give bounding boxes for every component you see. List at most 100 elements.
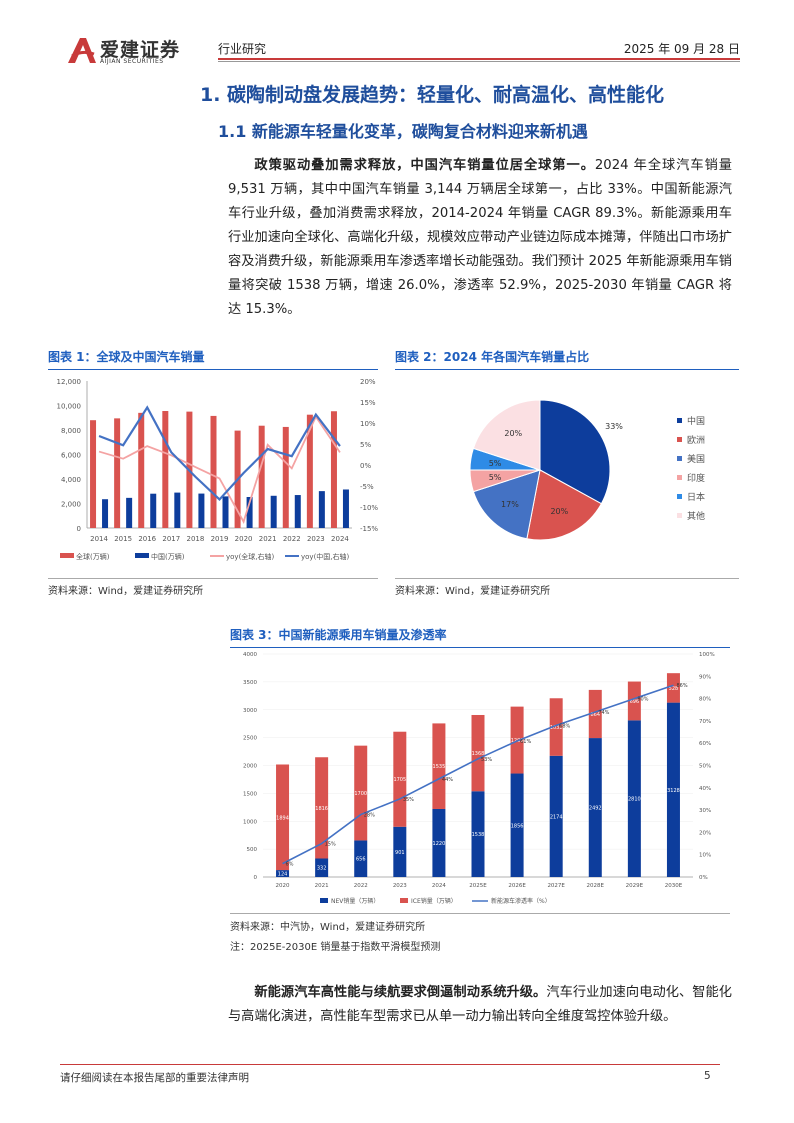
pie-slice-2 <box>472 469 541 540</box>
y2-tick-label: 60% <box>699 741 711 747</box>
bar-nev <box>393 826 407 877</box>
bar-nev <box>315 858 329 877</box>
pie-data-label: 5% <box>489 459 502 468</box>
bar-ice <box>471 714 485 792</box>
x-tick-label: 2025E <box>469 883 487 889</box>
bar-global <box>258 425 265 528</box>
brand-logo <box>66 36 98 68</box>
header-divider-thin <box>218 61 740 62</box>
bar-china <box>222 496 229 528</box>
legend-label: 印度 <box>687 472 705 484</box>
bar-china <box>246 497 253 528</box>
pie-slice-5 <box>472 399 541 471</box>
bar-global <box>306 414 313 528</box>
y-tick-label: 0 <box>77 525 81 533</box>
bar-nev-label: 1856 <box>511 823 524 829</box>
paragraph-2: 新能源汽车高性能与续航要求倒逼制动系统升级。汽车行业加速向电动化、智能化与高端化… <box>228 981 732 1029</box>
penetration-label: 35% <box>403 797 414 803</box>
bar-nev <box>549 755 563 877</box>
bar-ice <box>510 706 524 774</box>
bar-ice-label: 528 <box>669 686 679 692</box>
bar-global <box>210 415 217 528</box>
figure-2-title: 图表 2：2024 年各国汽车销量占比 <box>395 348 739 370</box>
bar-china <box>270 495 277 528</box>
bar-global <box>162 411 169 528</box>
x-tick-label: 2023 <box>307 535 325 543</box>
bar-china <box>342 489 349 528</box>
bar-china <box>294 495 301 528</box>
report-section: 行业研究 <box>218 42 267 56</box>
bar-ice-label: 1700 <box>354 791 367 797</box>
figure-3-chart: 0 500 1000 1500 2000 2500 3000 3500 4000 0% 10% 20%… <box>243 652 715 905</box>
bar-global <box>282 426 289 528</box>
legend-swatch <box>60 553 74 558</box>
brand-name-en: AIJIAN SECURITIES <box>100 58 164 65</box>
x-tick-label: 2014 <box>90 535 108 543</box>
bar-ice <box>627 681 641 721</box>
y2-tick-label: 20% <box>699 830 711 836</box>
x-tick-label: 2027E <box>547 883 565 889</box>
x-tick-label: 2024 <box>432 883 446 889</box>
x-tick-label: 2022 <box>283 535 301 543</box>
legend-label: 中国(万辆) <box>151 552 185 561</box>
figure-3-divider <box>230 913 730 914</box>
bar-nev-label: 656 <box>356 857 366 863</box>
line-penetration <box>282 684 674 865</box>
bar-ice <box>588 689 602 739</box>
x-tick-label: 2017 <box>162 535 180 543</box>
y-tick-label: 2,000 <box>61 501 81 509</box>
bar-global <box>330 411 337 528</box>
paragraph-2-lead: 新能源汽车高性能与续航要求倒逼制动系统升级。 <box>254 985 547 1000</box>
bar-china <box>150 493 157 528</box>
legend-swatch <box>135 553 149 558</box>
pie-data-label: 20% <box>504 429 522 438</box>
x-tick-label: 2024 <box>331 535 349 543</box>
paragraph-2-body: 汽车行业加速向电动化、智能化与高端化演进，高性能车型需求已从单一动力输出转向全维… <box>228 985 732 1024</box>
bar-nev <box>276 870 290 877</box>
legend-label: 其他 <box>687 510 705 522</box>
bar-china <box>102 499 109 528</box>
x-tick-label: 2015 <box>114 535 132 543</box>
pie-slice-0 <box>539 399 611 505</box>
y2-tick-label: 40% <box>699 786 711 792</box>
bar-china <box>174 492 181 528</box>
x-tick-label: 2022 <box>354 883 368 889</box>
bar-china <box>318 491 325 528</box>
penetration-label: 6% <box>286 862 294 868</box>
y2-tick-label: 100% <box>699 652 715 658</box>
line-global-yoy <box>98 414 341 524</box>
header-divider <box>218 58 740 60</box>
figure-1-title: 图表 1：全球及中国汽车销量 <box>48 348 378 370</box>
y-tick-label: 2500 <box>243 736 257 742</box>
legend-swatch <box>677 456 682 461</box>
bar-ice <box>666 673 680 703</box>
y-tick-label: 1000 <box>243 819 257 825</box>
bar-nev-label: 1538 <box>472 832 485 838</box>
legend-swatch <box>677 475 682 480</box>
bar-ice <box>432 723 446 809</box>
y-tick-label: 3000 <box>243 708 257 714</box>
y2-tick-label: 70% <box>699 719 711 725</box>
legend-label: 美国 <box>687 453 705 465</box>
bar-global <box>138 412 145 528</box>
bar-nev-label: 332 <box>317 866 327 872</box>
penetration-label: 28% <box>364 813 375 819</box>
y2-tick-label: 15% <box>360 399 376 407</box>
y2-tick-label: 90% <box>699 674 711 680</box>
bar-nev-label: 124 <box>278 872 288 878</box>
y2-tick-label: 10% <box>360 420 376 428</box>
figure-2-source: 资料来源：Wind，爱建证券研究所 <box>395 586 551 597</box>
bar-ice <box>549 698 563 756</box>
y-tick-label: 10,000 <box>57 403 82 411</box>
bar-ice <box>276 764 290 871</box>
y2-tick-label: 10% <box>699 853 711 859</box>
y-tick-label: 6,000 <box>61 452 81 460</box>
y2-tick-label: 20% <box>360 378 376 386</box>
y-tick-label: 0 <box>254 875 258 881</box>
bar-ice-label: 864 <box>590 712 600 718</box>
figure-3-source: 资料来源：中汽协，Wind，爱建证券研究所 <box>230 922 426 933</box>
y-tick-label: 12,000 <box>57 378 82 386</box>
subsection-heading: 1.1 新能源车轻量化变革，碳陶复合材料迎来新机遇 <box>218 122 588 141</box>
